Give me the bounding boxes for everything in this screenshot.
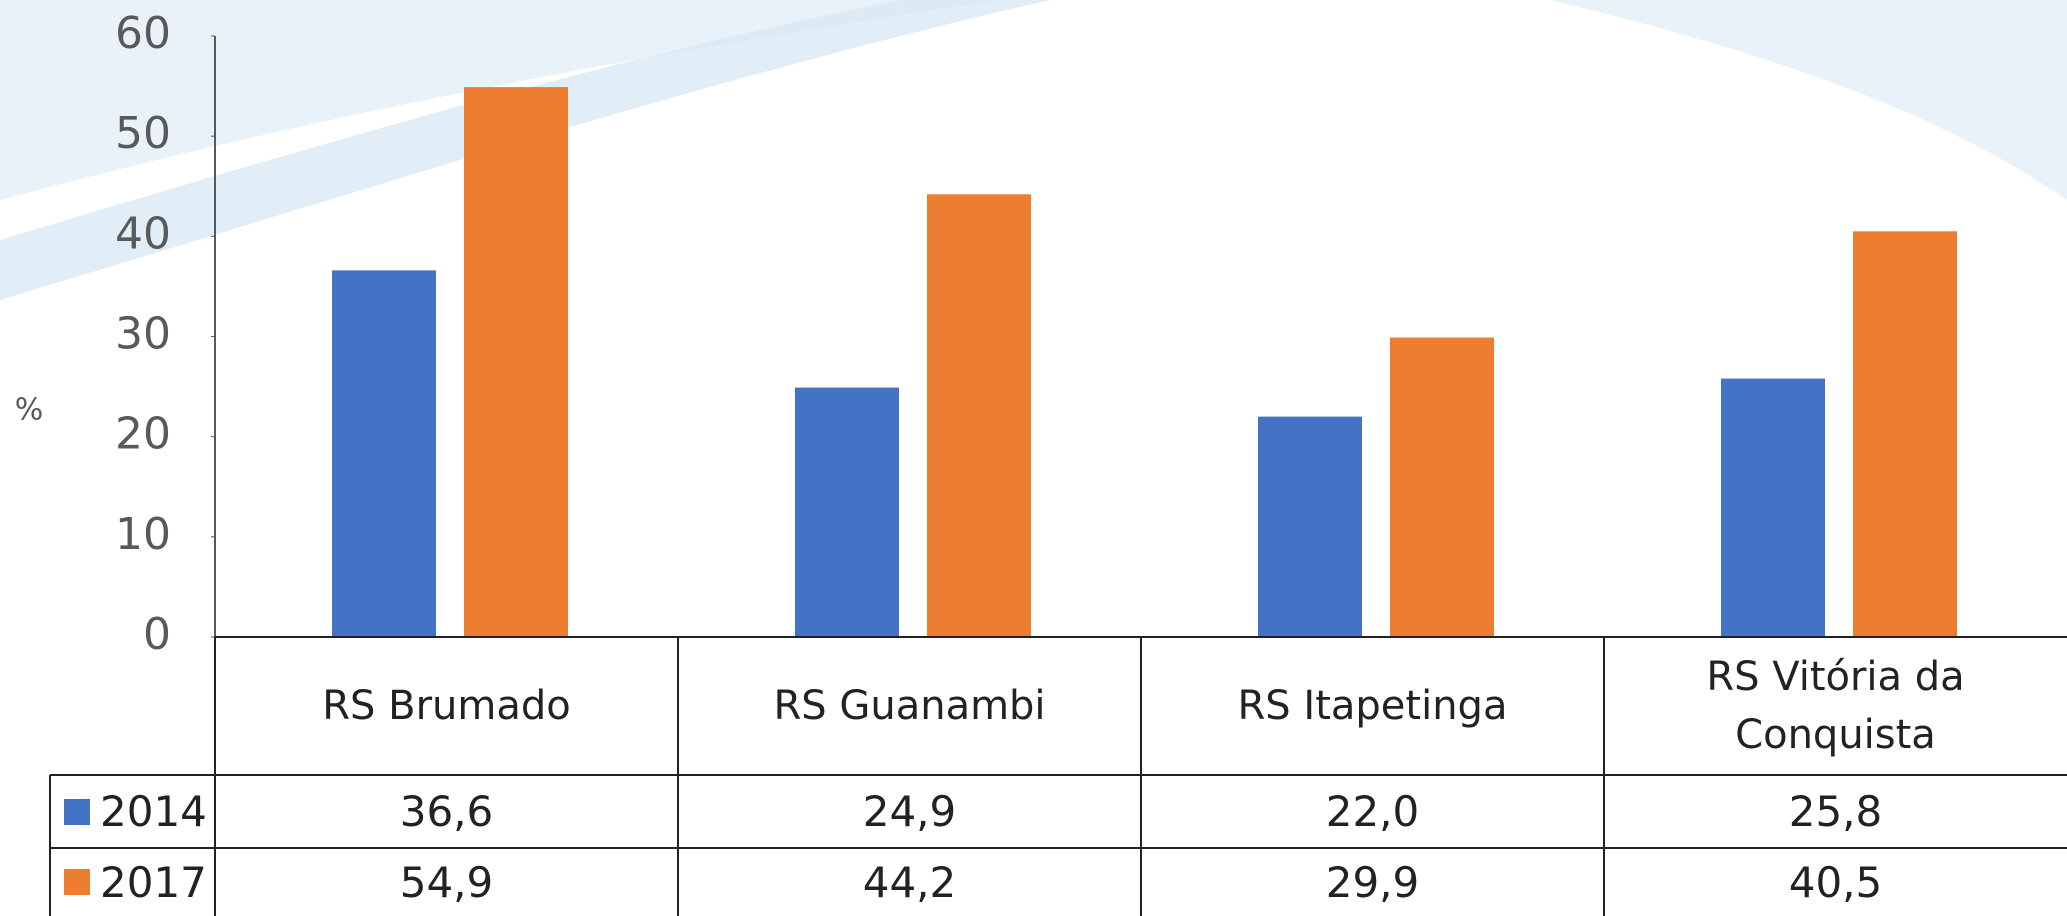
table-value: 44,2 <box>862 857 957 907</box>
category-label: RS Vitória da Conquista <box>1706 654 1965 758</box>
bar <box>1390 337 1494 637</box>
legend-entry: 2017 <box>50 848 215 916</box>
y-tick-label: 50 <box>115 108 171 159</box>
table-value: 36,6 <box>399 787 494 836</box>
table-value: 54,9 <box>399 857 494 907</box>
table-value: 22,0 <box>1325 787 1420 836</box>
legend-label: 2017 <box>100 857 207 907</box>
bar <box>795 387 899 637</box>
y-tick-label: 30 <box>115 309 171 360</box>
bar <box>1721 378 1825 637</box>
category-label: RS Itapetinga <box>1237 683 1508 729</box>
legend-swatch <box>64 798 90 825</box>
y-tick-label: 0 <box>143 609 171 660</box>
bar <box>1258 416 1362 637</box>
bar <box>332 270 436 637</box>
category-label: RS Brumado <box>322 683 571 729</box>
y-axis-label: % <box>15 393 44 428</box>
bar <box>927 194 1031 637</box>
background-waves <box>0 0 2067 300</box>
table-value: 29,9 <box>1325 857 1420 907</box>
legend-entry: 2014 <box>50 775 215 848</box>
category-label: RS Guanambi <box>773 683 1046 729</box>
table-value: 40,5 <box>1788 857 1883 907</box>
table-value: 24,9 <box>862 787 957 836</box>
y-tick-label: 10 <box>115 509 171 560</box>
table-value: 25,8 <box>1788 787 1883 836</box>
y-tick-label: 40 <box>115 208 171 259</box>
y-tick-label: 60 <box>115 8 171 59</box>
bar <box>1853 231 1957 637</box>
legend-label: 2014 <box>100 787 207 836</box>
y-tick-label: 20 <box>115 409 171 460</box>
legend-swatch <box>64 869 90 895</box>
bar <box>464 87 568 637</box>
